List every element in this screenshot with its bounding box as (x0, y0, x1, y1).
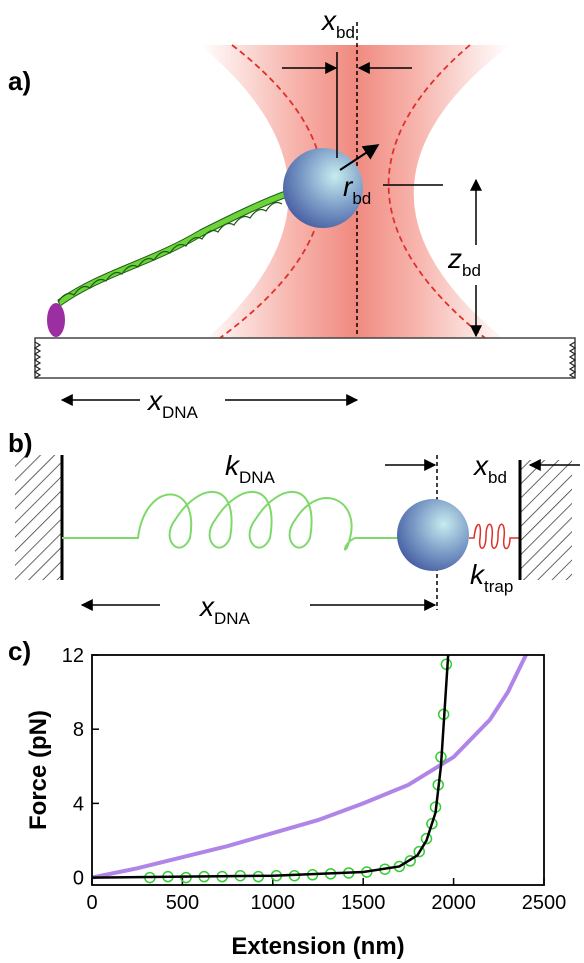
y-tick-label: 8 (73, 719, 84, 741)
anchor (47, 303, 65, 337)
surface (35, 338, 575, 378)
symbol: x (320, 5, 337, 36)
y-tick-label: 4 (73, 793, 84, 815)
panel-a: a) xbd rbd zbd xDNA (8, 5, 575, 422)
x-tick-label: 2000 (431, 892, 476, 914)
symbol: z (447, 243, 462, 274)
label-k-dna: kDNA (225, 450, 276, 487)
symbol: x (146, 385, 163, 416)
label-x-bd: xbd (472, 450, 507, 487)
bead (397, 499, 469, 571)
y-tick-label: 12 (62, 645, 84, 667)
x-axis-label: Extension (nm) (231, 933, 404, 960)
plot-frame (92, 655, 544, 885)
series-line (92, 655, 526, 878)
subscript: bd (336, 23, 355, 42)
label-z-bd: zbd (447, 243, 481, 280)
subscript: trap (484, 577, 513, 596)
label-x-dna: xDNA (146, 385, 199, 422)
subscript: bd (462, 261, 481, 280)
y-tick-label: 0 (73, 868, 84, 890)
panel-label: a) (8, 66, 31, 96)
y-axis-label: Force (pN) (25, 710, 52, 830)
subscript: DNA (162, 403, 199, 422)
figure: a) xbd rbd zbd xDNA b) kDNA xbd ktrap xD… (0, 0, 584, 963)
x-tick-label: 500 (166, 892, 199, 914)
x-tick-label: 2500 (522, 892, 567, 914)
symbol: x (472, 450, 489, 481)
symbol: x (198, 591, 215, 622)
trap-spring (469, 524, 520, 548)
panel-b: b) kDNA xbd ktrap xDNA (8, 428, 580, 628)
panel-label: c) (8, 636, 31, 666)
wall (520, 460, 572, 580)
series-line (92, 655, 448, 878)
dna-spring (62, 492, 398, 550)
wall (15, 455, 62, 580)
subscript: bd (352, 189, 371, 208)
x-tick-label: 1500 (341, 892, 386, 914)
subscript: bd (488, 468, 507, 487)
x-tick-label: 1000 (251, 892, 296, 914)
label-x-bd: xbd (320, 5, 355, 42)
panel-label: b) (8, 428, 33, 458)
label-x-dna: xDNA (198, 591, 251, 628)
x-tick-label: 0 (86, 892, 97, 914)
label-k-trap: ktrap (470, 559, 513, 596)
subscript: DNA (239, 468, 276, 487)
subscript: DNA (214, 609, 251, 628)
chart: 0 500 1000 1500 2000 2500 0 4 8 12 Extension (nm) F… (25, 645, 566, 960)
